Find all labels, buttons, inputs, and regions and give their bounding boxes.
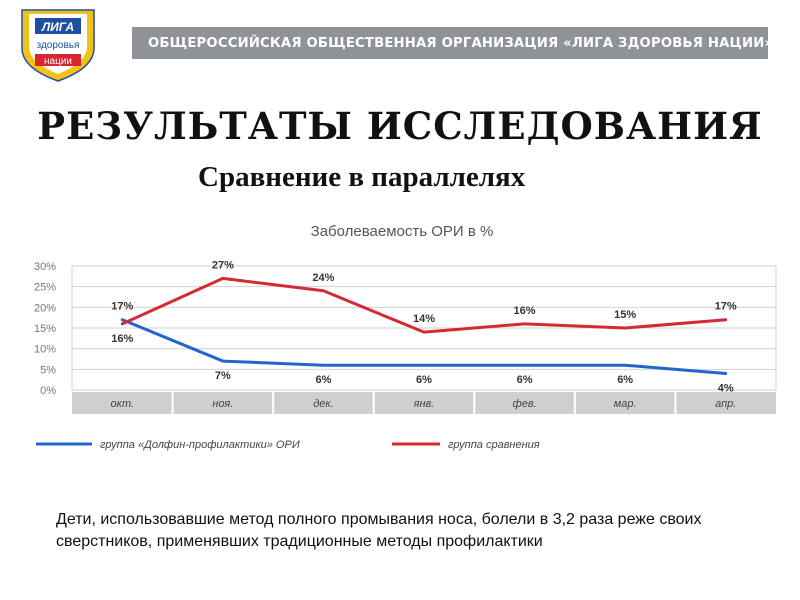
logo-word-2: здоровья (37, 40, 80, 51)
x-tick-label: апр. (715, 398, 736, 410)
data-label: 27% (212, 259, 234, 271)
legend-label-comparison: группа сравнения (448, 439, 540, 451)
y-tick-label: 30% (34, 261, 56, 273)
logo-word-3: нации (44, 56, 72, 67)
y-tick-label: 10% (34, 344, 56, 356)
logo-word-1: ЛИГА (41, 20, 74, 34)
x-tick-label: ноя. (212, 398, 233, 410)
page-subtitle: Сравнение в параллелях (198, 161, 526, 193)
liga-logo: ЛИГА здоровья нации (10, 8, 110, 82)
x-tick-label: фев. (512, 398, 536, 410)
data-label: 6% (617, 374, 633, 386)
data-label: 4% (718, 382, 734, 394)
data-label: 6% (517, 374, 533, 386)
org-banner: ОБЩЕРОССИЙСКАЯ ОБЩЕСТВЕННАЯ ОРГАНИЗАЦИЯ … (132, 27, 773, 59)
y-tick-label: 20% (34, 302, 56, 314)
x-tick-label: окт. (111, 398, 135, 410)
data-label: 16% (111, 333, 133, 345)
org-name: ОБЩЕРОССИЙСКАЯ ОБЩЕСТВЕННАЯ ОРГАНИЗАЦИЯ … (148, 35, 774, 51)
data-label: 6% (315, 374, 331, 386)
morbidity-line-chart: Заболеваемость ОРИ в % 0% 5% 10% 15% 20% 25% 30… (34, 223, 777, 451)
data-label: 15% (614, 309, 636, 321)
data-label: 17% (111, 301, 133, 313)
data-label: 14% (413, 313, 435, 325)
series-line-dolphin (120, 318, 728, 375)
data-label: 6% (416, 374, 432, 386)
y-tick-label: 5% (40, 364, 56, 376)
data-label: 17% (715, 301, 737, 313)
conclusion-text: Дети, использовавшие метод полного промы… (56, 511, 702, 550)
legend-label-dolphin: группа «Долфин-профилактики» ОРИ (100, 439, 300, 451)
data-label: 24% (312, 272, 334, 284)
x-tick-label: дек. (313, 398, 333, 410)
series-line-comparison (120, 276, 728, 334)
data-label: 16% (514, 305, 536, 317)
y-tick-label: 25% (34, 282, 56, 294)
category-band (72, 392, 776, 414)
y-tick-label: 0% (40, 385, 56, 397)
y-tick-label: 15% (34, 323, 56, 335)
data-label: 7% (215, 370, 231, 382)
page-title: РЕЗУЛЬТАТЫ ИССЛЕДОВАНИЯ (37, 104, 763, 148)
x-tick-label: мар. (614, 398, 637, 410)
chart-title: Заболеваемость ОРИ в % (311, 223, 494, 240)
x-tick-label: янв. (413, 398, 435, 410)
